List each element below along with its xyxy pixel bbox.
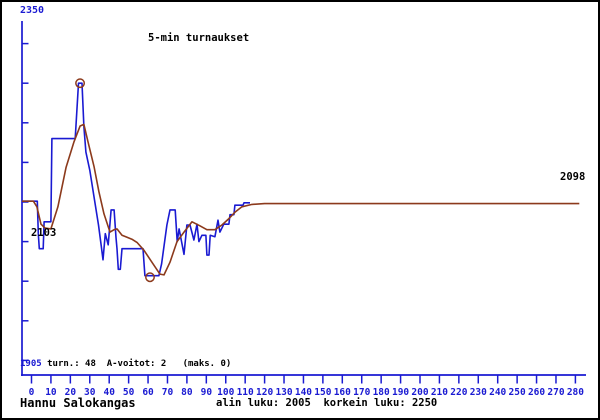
series-trend <box>22 123 580 276</box>
x-ticks-and-labels: 0 10 20 30 40 50 60 70 80 90 100 110 120 130 140 150 160… <box>29 375 584 398</box>
chart-title: 5-min turnaukset <box>148 32 250 44</box>
x-tick-label: 140 <box>295 387 312 398</box>
x-tick-label: 200 <box>411 387 428 398</box>
x-tick-label: 150 <box>314 387 331 398</box>
x-tick-label: 120 <box>256 387 273 398</box>
x-tick-label: 30 <box>84 387 96 398</box>
x-tick-label: 190 <box>392 387 409 398</box>
x-tick-label: 70 <box>162 387 174 398</box>
final-rating-label: 2098 <box>560 171 586 183</box>
x-tick-label: 230 <box>470 387 487 398</box>
x-tick-label: 10 <box>45 387 57 398</box>
x-tick-label: 0 <box>29 387 35 398</box>
x-tick-label: 170 <box>353 387 370 398</box>
x-tick-label: 90 <box>201 387 213 398</box>
start-rating-label: 2103 <box>31 227 57 239</box>
player-name: Hannu Salokangas <box>20 396 136 410</box>
x-tick-label: 210 <box>431 387 448 398</box>
stats-text: turn.: 48 A-voitot: 2 (maks. 0) <box>41 359 232 369</box>
x-tick-label: 260 <box>528 387 545 398</box>
x-tick-label: 60 <box>142 387 154 398</box>
x-tick-label: 40 <box>103 387 115 398</box>
y-axis-max-label: 2350 <box>20 5 45 16</box>
x-tick-label: 100 <box>217 387 234 398</box>
marker-lowest <box>145 272 155 283</box>
x-tick-label: 240 <box>489 387 506 398</box>
x-tick-label: 180 <box>373 387 390 398</box>
stats-line: 1905 turn.: 48 A-voitot: 2 (maks. 0) <box>20 359 232 370</box>
marker-highest <box>75 78 86 89</box>
axes <box>21 21 586 376</box>
y-axis-min-label: 1905 <box>20 359 42 369</box>
x-tick-label: 110 <box>237 387 254 398</box>
rating-range-text: alin luku: 2005 korkein luku: 2250 <box>216 397 438 409</box>
x-tick-label: 220 <box>450 387 467 398</box>
series-rating <box>22 82 250 277</box>
x-tick-label: 250 <box>509 387 526 398</box>
x-tick-label: 270 <box>547 387 564 398</box>
x-tick-label: 50 <box>123 387 135 398</box>
x-tick-label: 160 <box>334 387 351 398</box>
x-tick-label: 130 <box>275 387 292 398</box>
x-tick-label: 80 <box>181 387 193 398</box>
x-tick-label: 20 <box>65 387 77 398</box>
x-tick-label: 280 <box>567 387 584 398</box>
